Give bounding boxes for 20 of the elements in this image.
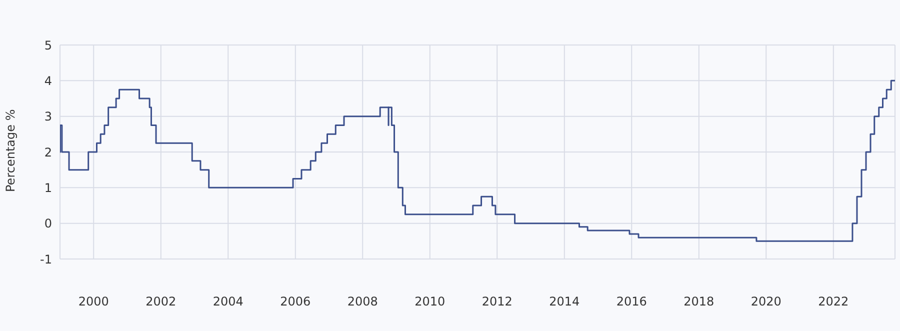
y-tick-label: 0: [44, 216, 52, 231]
x-tick-label: 2018: [684, 294, 714, 309]
x-tick-label: 2014: [549, 294, 580, 309]
y-tick-label: 1: [44, 180, 52, 195]
x-tick-label: 2000: [78, 294, 109, 309]
x-tick-label: 2002: [146, 294, 176, 309]
x-tick-label: 2006: [280, 294, 311, 309]
y-tick-label: 5: [44, 38, 52, 52]
x-tick-label: 2008: [347, 294, 378, 309]
x-tick-label: 2004: [212, 294, 244, 309]
y-tick-label: -1: [40, 252, 52, 266]
x-tick-label: 2010: [414, 294, 446, 309]
x-tick-label: 2012: [482, 294, 512, 309]
x-tick-label: 2020: [750, 294, 782, 309]
x-tick-label: 2016: [616, 294, 647, 309]
x-tick-label: 2022: [818, 294, 849, 309]
y-axis-title: Percentage %: [3, 109, 18, 192]
y-tick-label: 4: [44, 74, 52, 88]
y-tick-label: 2: [44, 145, 52, 160]
y-tick-label: 3: [44, 110, 52, 124]
